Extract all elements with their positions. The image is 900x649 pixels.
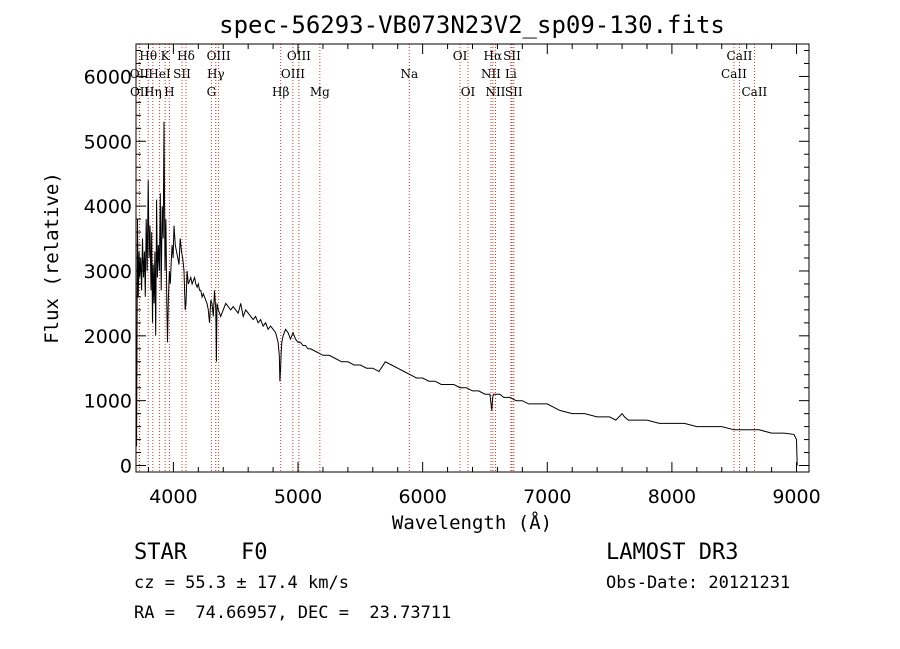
spectral-line-label: CaII [741, 85, 767, 99]
x-tick-label: 4000 [149, 486, 197, 508]
y-tick-label: 5000 [84, 131, 132, 153]
spectral-line-markers [138, 44, 755, 472]
plot-frame [135, 43, 810, 473]
y-tick-label: 6000 [84, 66, 132, 88]
spectral-line-label: G [207, 85, 217, 99]
spectral-line-label: Hη [144, 85, 162, 99]
spectral-line-label: CaII [727, 49, 753, 63]
spectral-line-label: Hθ [139, 49, 157, 63]
spectral-line-label: OIII [281, 67, 305, 81]
spectral-line-label: H [164, 85, 174, 99]
y-tick-label: 3000 [84, 261, 132, 283]
spectral-line-label: Na [400, 67, 418, 81]
flux-series-line [135, 121, 798, 466]
spectral-line-label: Mg [310, 85, 330, 99]
y-tick-label: 4000 [84, 196, 132, 218]
y-tick-label: 0 [120, 456, 132, 478]
x-tick-label: 5000 [274, 486, 322, 508]
x-tick-label: 6000 [398, 486, 446, 508]
spectral-line-label: Li [505, 67, 517, 81]
spectral-line-label: NII [485, 85, 505, 99]
x-tick-label: 7000 [523, 486, 571, 508]
chart-title: spec-56293-VB073N23V2_sp09-130.fits [219, 11, 725, 39]
survey-name: LAMOST DR3 [606, 540, 739, 565]
observation-date: Obs-Date: 20121231 [606, 573, 791, 593]
spectral-line-label: Hδ [177, 49, 195, 63]
spectral-line-label: OI [461, 85, 476, 99]
spectral-line-label: Hγ [207, 67, 225, 81]
ra-dec-coordinates: RA = 74.66957, DEC = 23.73711 [134, 603, 452, 623]
spectral-line-label: K [161, 49, 171, 63]
spectral-line-label: OIII [207, 49, 231, 63]
y-tick-label: 2000 [84, 326, 132, 348]
spectrum-chart: spec-56293-VB073N23V2_sp09-130.fits Hθ K H… [41, 11, 821, 534]
x-tick-label: 8000 [648, 486, 696, 508]
x-axis-label: Wavelength (Å) [392, 511, 552, 534]
spectral-line-label: Hα [484, 49, 503, 63]
spectral-line-label: NII [481, 67, 501, 81]
x-tick-label: 9000 [772, 486, 820, 508]
spectral-line-label: HeI [148, 67, 171, 81]
redshift-velocity: cz = 55.3 ± 17.4 km/s [134, 573, 349, 593]
object-subclass: F0 [241, 540, 268, 565]
x-axis-ticks: 4000 5000 6000 7000 8000 9000 [147, 44, 821, 508]
spectral-line-label: OII [130, 85, 150, 99]
spectral-line-label: SII [173, 67, 191, 81]
spectral-line-label: SII [503, 49, 521, 63]
spectral-line-label: OI [453, 49, 468, 63]
spectral-line-label: SII [505, 85, 523, 99]
y-tick-label: 1000 [84, 391, 132, 413]
y-axis-label: Flux (relative) [41, 172, 63, 344]
object-class: STAR [134, 540, 187, 565]
y-axis-ticks: 0 1000 2000 3000 4000 5000 6000 [84, 49, 809, 478]
spectral-line-label: Hβ [272, 85, 289, 99]
spectral-line-label: OII [130, 67, 150, 81]
spectral-line-label: OIII [287, 49, 311, 63]
spectral-line-label: CaII [721, 67, 747, 81]
